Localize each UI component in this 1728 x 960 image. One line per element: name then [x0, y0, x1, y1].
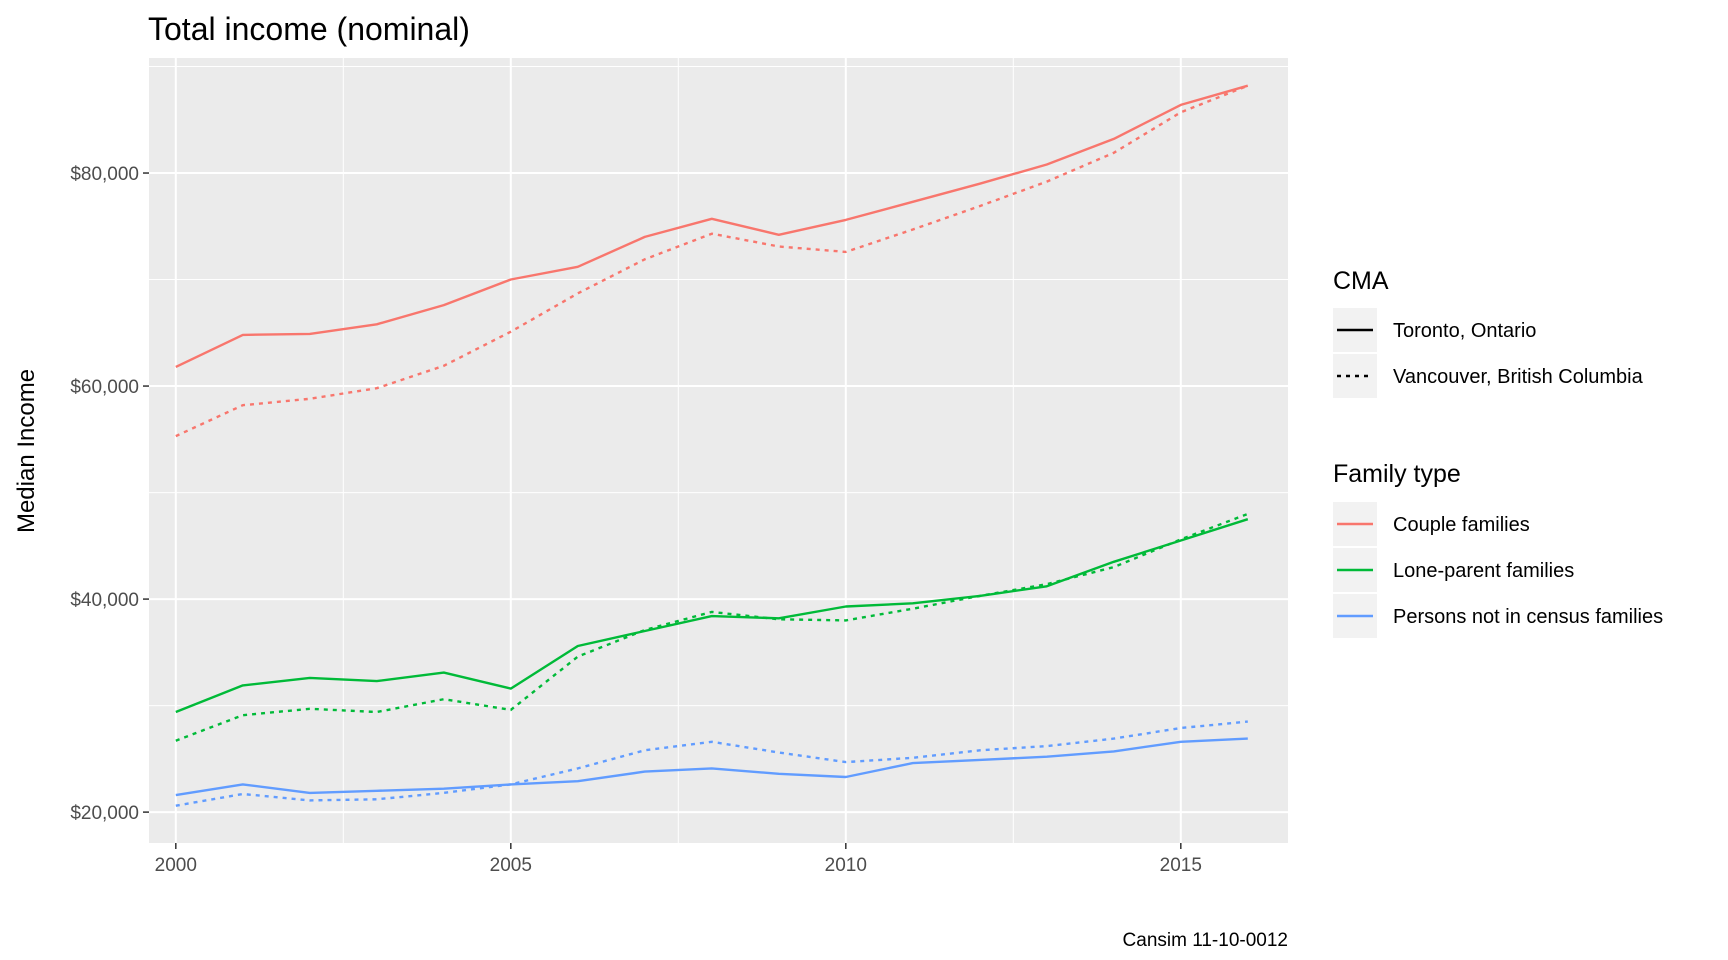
x-tick-label: 2005: [490, 855, 532, 876]
chart-title: Total income (nominal): [148, 11, 470, 47]
series-line-couple-families-toronto-ontario: [175, 84, 1249, 368]
grid-minor: [149, 58, 1288, 843]
legend-family-type: Family type Couple families Lone-parent f…: [1333, 460, 1663, 638]
legend-cma: CMA Toronto, Ontario Vancouver, British C…: [1333, 267, 1644, 398]
series-line-lone-parent-families-vancouver-british-columbia: [175, 512, 1249, 742]
y-axis: $20,000 $40,000 $60,000 $80,000: [70, 164, 149, 824]
plot-panel: [149, 58, 1288, 843]
x-tick-label: 2015: [1160, 855, 1202, 876]
legend-label: Lone-parent families: [1393, 560, 1574, 582]
y-tick-label: $80,000: [70, 164, 139, 185]
y-axis-title: Median Income: [13, 369, 40, 533]
legend-family-title: Family type: [1333, 460, 1461, 488]
series-line-persons-not-in-census-families-vancouver-british-columbia: [175, 720, 1248, 807]
legend-label: Couple families: [1393, 514, 1530, 536]
legend-label: Toronto, Ontario: [1393, 320, 1536, 342]
series-line-persons-not-in-census-families-toronto-ontario: [175, 737, 1248, 797]
y-tick-label: $40,000: [70, 590, 139, 611]
series-line-couple-families-vancouver-british-columbia: [175, 84, 1249, 438]
grid-major: [149, 58, 1288, 843]
y-tick-label: $20,000: [70, 803, 139, 824]
series-lines: [175, 84, 1249, 807]
chart-caption: Cansim 11-10-0012: [1123, 930, 1288, 951]
x-axis: 2000 2005 2010 2015: [155, 843, 1202, 876]
legend-cma-title: CMA: [1333, 267, 1389, 295]
x-tick-label: 2000: [155, 855, 197, 876]
y-tick-label: $60,000: [70, 377, 139, 398]
x-tick-label: 2010: [825, 855, 867, 876]
series-line-lone-parent-families-toronto-ontario: [175, 518, 1249, 714]
legend-label: Persons not in census families: [1393, 606, 1663, 628]
legend-label: Vancouver, British Columbia: [1393, 366, 1644, 388]
